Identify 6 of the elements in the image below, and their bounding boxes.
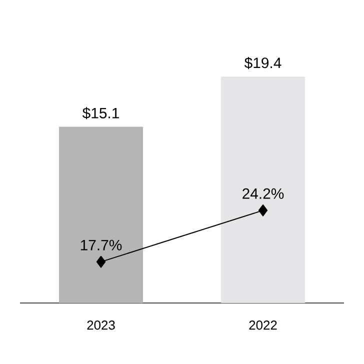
x-tick-label: 2023 [87, 320, 115, 330]
data-label: $15.1 [82, 107, 119, 120]
data-label: 17.7% [80, 240, 122, 250]
x-tick-label: 2022 [249, 320, 277, 330]
data-label: 24.2% [242, 188, 284, 199]
data-label: $19.4 [244, 56, 282, 70]
